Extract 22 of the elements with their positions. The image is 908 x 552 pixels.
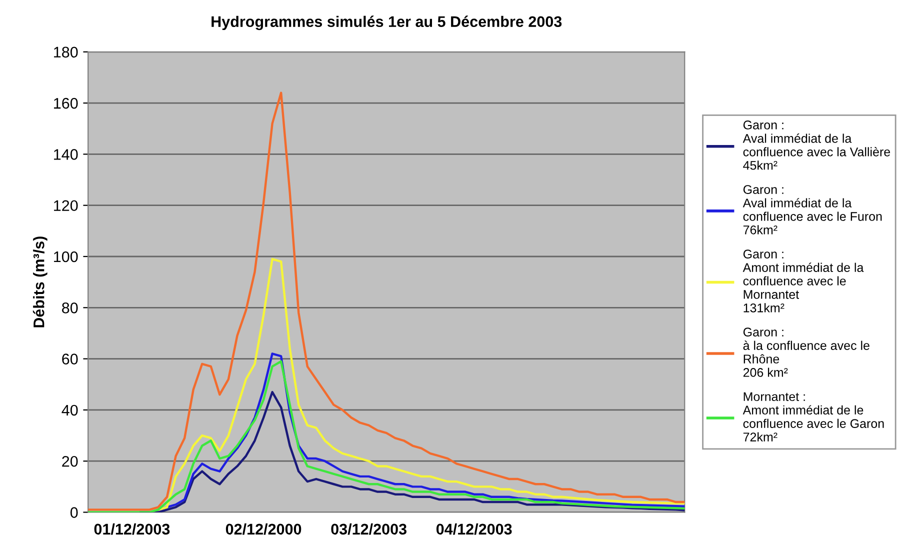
y-axis-title: Débits (m³/s) <box>32 236 48 328</box>
chart-title: Hydrogrammes simulés 1er au 5 Décembre 2003 <box>212 16 562 30</box>
x-tick-label: 04/12/2003 <box>436 523 512 535</box>
y-tick-label: 40 <box>62 404 78 416</box>
legend-label: Garon : Aval immédiat de la confluence avec le Furon 76km² <box>742 185 882 234</box>
legend-label: Garon : Amont immédiat de la confluence avec le Mornantet 131km² <box>742 250 864 312</box>
y-tick-label: 20 <box>62 456 78 467</box>
y-tick-label: 0 <box>70 507 78 518</box>
line-series <box>157 258 685 511</box>
x-tick-label: 01/12/2003 <box>94 523 170 535</box>
x-tick-label: 02/12/2000 <box>226 523 302 535</box>
y-tick-label: 120 <box>54 200 78 212</box>
legend-label: Garon : Aval immédiat de la confluence avec la Vallière 45km² <box>742 120 890 170</box>
legend-label: Mornantet : Amont immédiat de le confluence avec le Garon 72km² <box>742 392 884 442</box>
legend-label: Garon : à la confluence avec le Rhône 206 km² <box>743 328 870 377</box>
x-tick-label: 03/12/2003 <box>331 523 406 535</box>
y-tick-label: 160 <box>54 98 78 109</box>
y-tick-label: 180 <box>54 46 78 58</box>
y-tick-label: 80 <box>62 302 78 314</box>
y-tick-label: 60 <box>62 354 78 364</box>
y-tick-label: 100 <box>54 251 78 262</box>
y-tick-label: 140 <box>54 149 78 160</box>
